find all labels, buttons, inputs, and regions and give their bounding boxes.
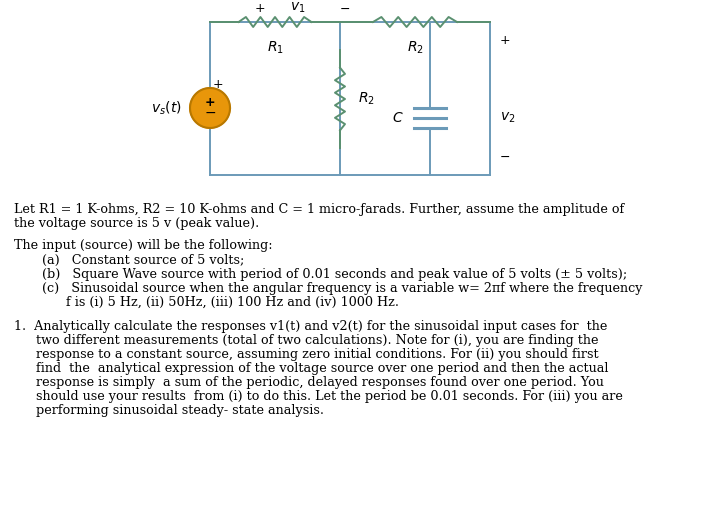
Text: $v_1$: $v_1$ (290, 1, 306, 15)
Text: performing sinusoidal steady- state analysis.: performing sinusoidal steady- state anal… (36, 404, 324, 417)
Text: −: − (204, 106, 216, 120)
Text: +: + (255, 3, 266, 16)
Text: (b)   Square Wave source with period of 0.01 seconds and peak value of 5 volts (: (b) Square Wave source with period of 0.… (42, 268, 627, 281)
Text: $R_2$: $R_2$ (358, 91, 375, 107)
Text: (c)   Sinusoidal source when the angular frequency is a variable w= 2πf where th: (c) Sinusoidal source when the angular f… (42, 282, 643, 295)
Text: $R_2$: $R_2$ (407, 40, 423, 56)
Text: two different measurements (total of two calculations). Note for (i), you are fi: two different measurements (total of two… (36, 334, 599, 347)
Text: the voltage source is 5 v (peak value).: the voltage source is 5 v (peak value). (14, 217, 259, 230)
Text: The input (source) will be the following:: The input (source) will be the following… (14, 239, 273, 252)
Text: $R_1$: $R_1$ (266, 40, 283, 56)
Text: $v_s(t)$: $v_s(t)$ (151, 99, 182, 117)
Text: Let R1 = 1 K-ohms, R2 = 10 K-ohms and C = 1 micro-ƒarads. Further, assume the am: Let R1 = 1 K-ohms, R2 = 10 K-ohms and C … (14, 203, 624, 216)
Text: +: + (500, 33, 510, 47)
Text: −: − (340, 3, 350, 16)
Text: −: − (500, 151, 510, 163)
Text: should use your results  from (i) to do this. Let the period be 0.01 seconds. Fo: should use your results from (i) to do t… (36, 390, 623, 403)
Text: +: + (213, 78, 224, 91)
Text: 1.  Analytically calculate the responses v1(t) and v2(t) for the sinusoidal inpu: 1. Analytically calculate the responses … (14, 320, 607, 333)
Text: f is (i) 5 Hz, (ii) 50Hz, (iii) 100 Hz and (iv) 1000 Hz.: f is (i) 5 Hz, (ii) 50Hz, (iii) 100 Hz a… (66, 296, 399, 309)
Text: response is simply  a sum of the periodic, delayed responses found over one peri: response is simply a sum of the periodic… (36, 376, 604, 389)
Text: (a)   Constant source of 5 volts;: (a) Constant source of 5 volts; (42, 254, 244, 267)
Text: find  the  analytical expression of the voltage source over one period and then : find the analytical expression of the vo… (36, 362, 608, 375)
Text: +: + (204, 96, 215, 110)
Text: response to a constant source, assuming zero initial conditions. For (ii) you sh: response to a constant source, assuming … (36, 348, 599, 361)
Polygon shape (190, 88, 230, 128)
Text: $v_2$: $v_2$ (500, 111, 515, 125)
Text: C: C (392, 111, 402, 125)
